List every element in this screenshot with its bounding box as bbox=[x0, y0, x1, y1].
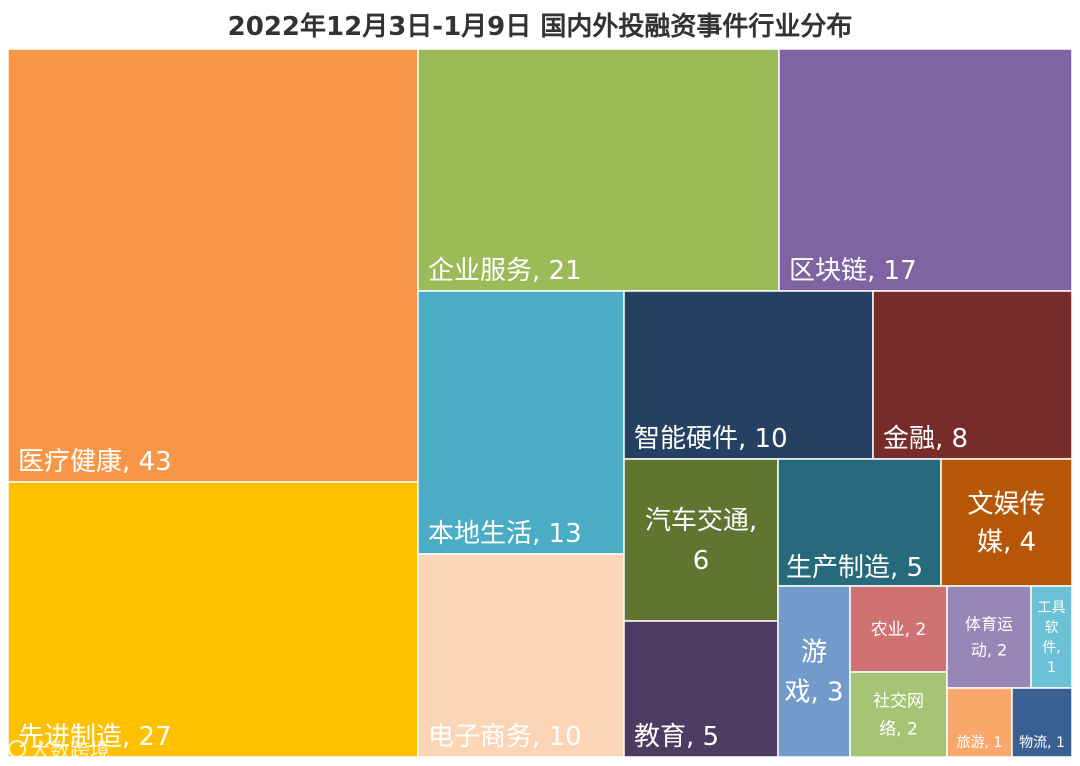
tile-4: 本地生活, 13 bbox=[417, 290, 625, 555]
treemap-tile-rect bbox=[623, 620, 779, 758]
tile-16: 工具软件, 1 bbox=[1030, 585, 1073, 689]
treemap-tile-label: 金融, 8 bbox=[883, 424, 968, 454]
treemap-tile-rect bbox=[778, 48, 1073, 292]
treemap-tile-rect bbox=[777, 585, 851, 758]
treemap-tile-label: 教育, 5 bbox=[634, 722, 719, 752]
tile-0: 医疗健康, 43 bbox=[7, 48, 419, 483]
tile-11: 文娱传媒, 4 bbox=[940, 458, 1073, 587]
treemap-tile-label: 区块链, 17 bbox=[789, 256, 917, 286]
tile-18: 物流, 1 bbox=[1011, 687, 1073, 758]
treemap-tile-rect bbox=[417, 48, 780, 292]
tile-17: 旅游, 1 bbox=[946, 687, 1013, 758]
treemap-tile-rect bbox=[849, 671, 948, 758]
chart-title: 2022年12月3日-1月9日 国内外投融资事件行业分布 bbox=[227, 12, 853, 42]
tile-13: 农业, 2 bbox=[849, 585, 948, 673]
treemap-tile-label: 汽车交通, 6 bbox=[645, 506, 757, 576]
treemap-tile-rect bbox=[946, 585, 1032, 689]
tile-8: 汽车交通, 6 bbox=[623, 458, 779, 622]
treemap-tile-label: 农业, 2 bbox=[871, 620, 927, 640]
watermark-logo-icon bbox=[8, 739, 26, 758]
tile-3: 区块链, 17 bbox=[778, 48, 1073, 292]
treemap-tile-label: 医疗健康, 43 bbox=[18, 447, 172, 477]
treemap-tile-rect bbox=[623, 458, 779, 622]
treemap-tile-label: 先进制造, 27 bbox=[18, 722, 172, 752]
tile-14: 社交网络, 2 bbox=[849, 671, 948, 758]
treemap-tile-rect bbox=[1011, 687, 1073, 758]
tile-7: 金融, 8 bbox=[872, 290, 1073, 460]
treemap-tile-label: 企业服务, 21 bbox=[428, 256, 582, 286]
watermark-text: 大数跨境 bbox=[30, 738, 110, 762]
treemap-tile-label: 物流, 1 bbox=[1019, 735, 1065, 751]
tile-6: 智能硬件, 10 bbox=[623, 290, 874, 460]
watermark: 大数跨境 bbox=[8, 734, 110, 763]
treemap-tile-label: 游戏, 3 bbox=[784, 638, 843, 708]
tile-12: 游戏, 3 bbox=[777, 585, 851, 758]
treemap-tile-rect bbox=[946, 687, 1013, 758]
treemap-tile-rect bbox=[777, 458, 942, 587]
treemap-tile-rect bbox=[940, 458, 1073, 587]
tile-1: 先进制造, 27 bbox=[7, 481, 419, 758]
treemap-tile-label: 生产制造, 5 bbox=[786, 553, 923, 583]
treemap-tile-rect bbox=[417, 290, 625, 555]
tile-9: 教育, 5 bbox=[623, 620, 779, 758]
tile-15: 体育运动, 2 bbox=[946, 585, 1032, 689]
treemap-tile-rect bbox=[849, 585, 948, 673]
treemap-tile-label: 文娱传媒, 4 bbox=[967, 490, 1045, 558]
treemap-tile-label: 社交网络, 2 bbox=[873, 691, 924, 739]
treemap-tile-rect bbox=[417, 553, 625, 758]
treemap-tile-rect bbox=[7, 48, 419, 483]
treemap-tile-label: 本地生活, 13 bbox=[428, 519, 582, 549]
treemap-tile-label: 智能硬件, 10 bbox=[634, 424, 788, 454]
treemap-tile-label: 电子商务, 10 bbox=[428, 722, 582, 752]
treemap-tile-label: 工具软件, 1 bbox=[1038, 600, 1066, 676]
tile-2: 企业服务, 21 bbox=[417, 48, 780, 292]
treemap-tile-label: 体育运动, 2 bbox=[965, 615, 1013, 660]
treemap-tile-label: 旅游, 1 bbox=[957, 735, 1003, 751]
treemap-tile-rect bbox=[872, 290, 1073, 460]
tile-10: 生产制造, 5 bbox=[777, 458, 942, 587]
treemap-tile-rect bbox=[7, 481, 419, 758]
tile-5: 电子商务, 10 bbox=[417, 553, 625, 758]
